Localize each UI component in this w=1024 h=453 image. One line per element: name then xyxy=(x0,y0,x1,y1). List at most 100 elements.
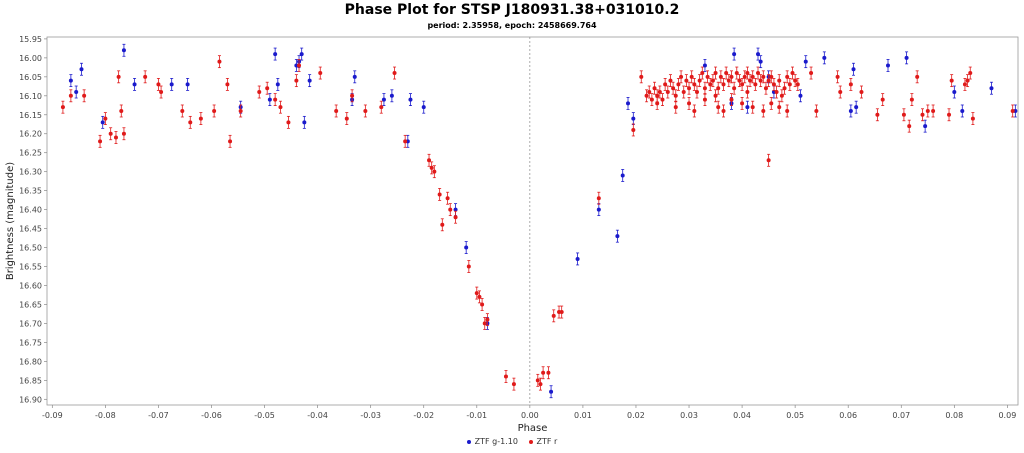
data-point xyxy=(1010,104,1015,118)
data-point xyxy=(684,74,689,88)
data-point xyxy=(538,377,543,391)
data-point xyxy=(907,119,912,133)
data-point xyxy=(575,252,580,266)
data-point xyxy=(989,81,994,95)
data-point xyxy=(766,74,771,88)
y-tick-label: 16.90 xyxy=(19,395,42,404)
data-point xyxy=(559,305,564,319)
x-tick-label: -0.04 xyxy=(307,411,328,420)
data-point xyxy=(742,70,747,84)
data-point xyxy=(596,191,601,205)
data-point xyxy=(694,85,699,99)
x-tick-label: -0.01 xyxy=(466,411,487,420)
data-point xyxy=(615,229,620,243)
data-point xyxy=(307,74,312,88)
data-point xyxy=(795,78,800,91)
data-point xyxy=(965,74,970,88)
data-point xyxy=(774,85,779,99)
data-point xyxy=(156,78,161,91)
data-point xyxy=(334,104,339,118)
data-point xyxy=(267,93,272,106)
data-point xyxy=(708,78,713,91)
data-point xyxy=(121,43,126,57)
data-points xyxy=(60,43,1018,399)
data-point xyxy=(779,89,784,103)
data-point xyxy=(474,286,479,300)
data-point xyxy=(766,153,771,167)
y-tick-label: 16.85 xyxy=(19,376,42,385)
data-point xyxy=(440,218,445,232)
data-point xyxy=(909,93,914,106)
y-tick-label: 15.95 xyxy=(19,35,42,44)
data-point xyxy=(793,74,798,88)
data-point xyxy=(143,70,148,84)
data-point xyxy=(652,81,657,95)
data-point xyxy=(782,81,787,95)
data-point xyxy=(925,104,930,118)
data-point xyxy=(639,70,644,84)
data-point xyxy=(546,366,551,380)
data-point xyxy=(671,81,676,95)
x-tick-label: -0.02 xyxy=(413,411,434,420)
data-point xyxy=(655,96,660,110)
data-point xyxy=(631,123,636,137)
x-tick-label: 0.04 xyxy=(733,411,751,420)
data-point xyxy=(931,104,936,118)
data-point xyxy=(763,81,768,95)
data-point xyxy=(389,89,394,103)
data-point xyxy=(681,85,686,99)
data-point xyxy=(644,89,649,103)
data-point xyxy=(485,313,490,327)
data-point xyxy=(541,366,546,380)
data-point xyxy=(660,93,665,106)
data-point xyxy=(790,66,795,80)
y-tick-label: 16.15 xyxy=(19,111,42,120)
data-point xyxy=(620,169,625,182)
data-point xyxy=(745,85,750,99)
data-point xyxy=(859,85,864,99)
data-point xyxy=(511,377,516,391)
legend-swatch-r xyxy=(528,439,533,444)
data-point xyxy=(212,104,217,118)
x-tick-label: 0.08 xyxy=(945,411,963,420)
data-point xyxy=(225,78,230,91)
data-point xyxy=(188,115,193,129)
data-point xyxy=(549,385,554,399)
data-point xyxy=(421,100,426,114)
data-point xyxy=(771,78,776,91)
data-point xyxy=(702,59,707,72)
data-point xyxy=(408,93,413,106)
data-point xyxy=(814,104,819,118)
y-tick-label: 16.40 xyxy=(19,206,42,215)
x-tick-label: -0.06 xyxy=(201,411,222,420)
data-point xyxy=(920,108,925,122)
data-point xyxy=(79,62,84,76)
chart-subtitle: period: 2.35958, epoch: 2458669.764 xyxy=(427,21,597,30)
data-point xyxy=(363,104,368,118)
data-point xyxy=(278,100,283,114)
data-point xyxy=(756,66,761,80)
x-tick-label: 0.03 xyxy=(680,411,698,420)
data-point xyxy=(809,66,814,80)
data-point xyxy=(851,62,856,76)
data-point xyxy=(692,104,697,118)
data-point xyxy=(713,89,718,103)
data-point xyxy=(960,104,965,118)
chart-title: Phase Plot for STSP J180931.38+031010.2 xyxy=(344,2,680,18)
data-point xyxy=(848,78,853,91)
data-point xyxy=(697,74,702,88)
data-point xyxy=(403,134,408,148)
data-point xyxy=(477,290,482,304)
data-point xyxy=(875,108,880,122)
data-point xyxy=(626,96,631,110)
legend-label-g: ZTF g-1.10 xyxy=(474,437,518,446)
data-point xyxy=(968,66,973,80)
data-point xyxy=(687,81,692,95)
x-tick-label: 0.01 xyxy=(574,411,592,420)
data-point xyxy=(427,153,432,167)
data-point xyxy=(787,78,792,91)
data-point xyxy=(103,112,108,125)
data-point xyxy=(82,89,87,103)
y-tick-label: 16.05 xyxy=(19,73,42,82)
data-point xyxy=(721,104,726,118)
